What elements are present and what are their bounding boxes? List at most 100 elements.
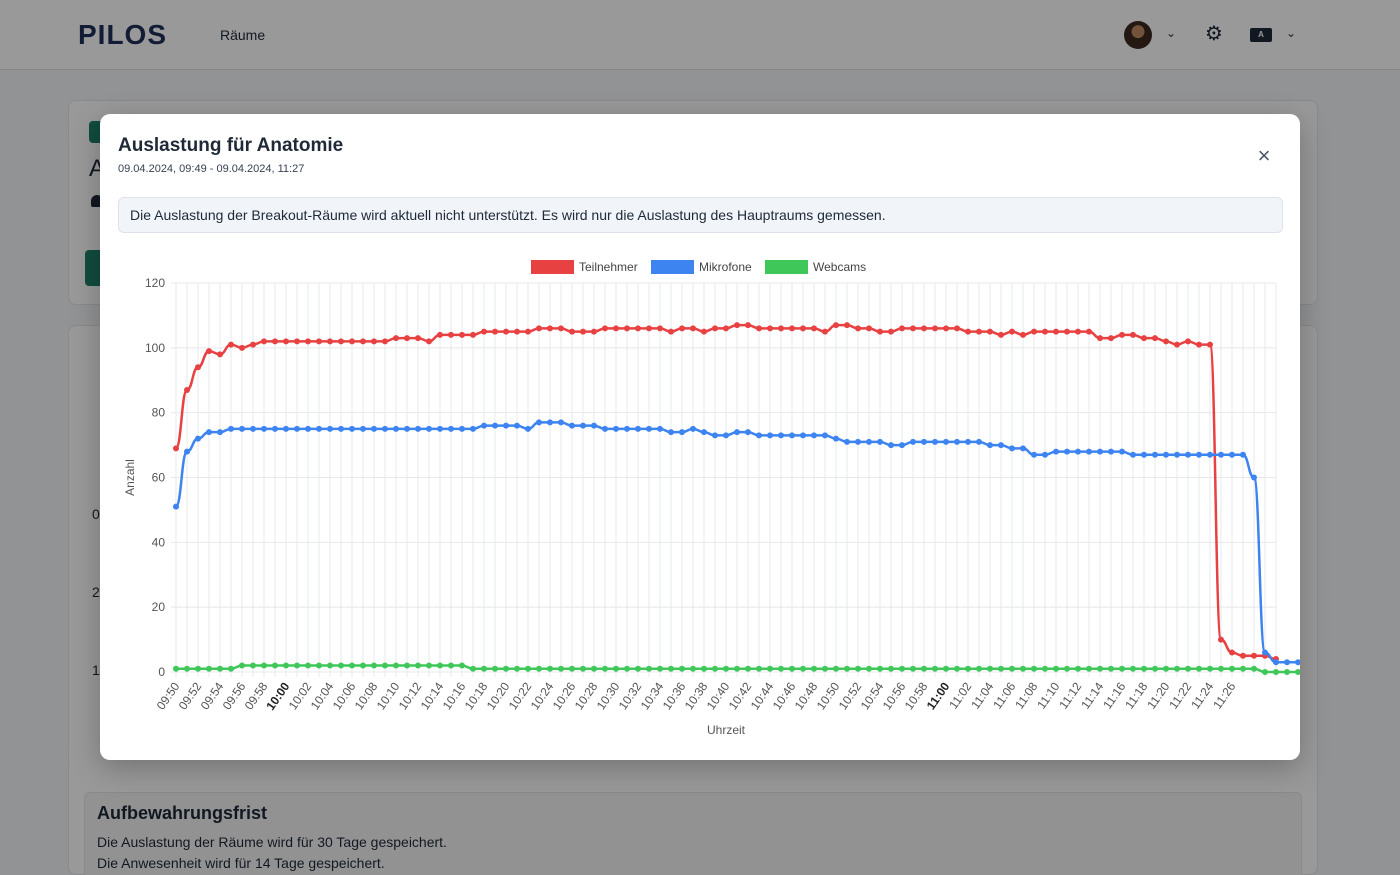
- data-point: [184, 665, 190, 672]
- data-point: [800, 432, 806, 439]
- data-point: [668, 429, 674, 436]
- data-point: [580, 328, 586, 335]
- data-point: [558, 665, 564, 672]
- data-point: [547, 665, 553, 672]
- data-point: [668, 328, 674, 335]
- gear-icon[interactable]: ⚙: [1205, 23, 1223, 45]
- data-point: [767, 665, 773, 672]
- data-point: [1097, 448, 1103, 455]
- data-point: [910, 325, 916, 332]
- legend-swatch: [765, 260, 808, 274]
- x-tick-label: 10:26: [550, 679, 579, 712]
- data-point: [1086, 448, 1092, 455]
- data-point: [316, 662, 322, 669]
- y-tick-label: 100: [145, 341, 165, 355]
- data-point: [921, 665, 927, 672]
- data-point: [745, 322, 751, 329]
- data-point: [1152, 451, 1158, 458]
- data-point: [1020, 445, 1026, 452]
- data-point: [217, 665, 223, 672]
- data-point: [734, 322, 740, 329]
- data-point: [723, 665, 729, 672]
- data-point: [184, 386, 190, 393]
- user-avatar-icon[interactable]: [1124, 21, 1152, 49]
- x-tick-label: 10:12: [396, 679, 425, 712]
- data-point: [602, 425, 608, 432]
- data-point: [558, 325, 564, 332]
- data-point: [734, 665, 740, 672]
- data-point: [1229, 451, 1235, 458]
- data-point: [1064, 665, 1070, 672]
- data-point: [382, 662, 388, 669]
- data-point: [470, 425, 476, 432]
- data-point: [800, 665, 806, 672]
- data-point: [987, 665, 993, 672]
- x-tick-label: 10:22: [506, 679, 535, 712]
- chevron-down-icon[interactable]: ⌄: [1286, 26, 1297, 40]
- data-point: [822, 432, 828, 439]
- close-icon[interactable]: ×: [1257, 143, 1271, 168]
- data-point: [668, 665, 674, 672]
- data-point: [1174, 341, 1180, 348]
- data-point: [954, 438, 960, 445]
- data-point: [426, 662, 432, 669]
- top-navbar: PILOS Räume ⌄ ⚙ A ⌄: [0, 0, 1400, 70]
- data-point: [393, 662, 399, 669]
- data-point: [756, 665, 762, 672]
- data-point: [437, 331, 443, 338]
- data-point: [921, 325, 927, 332]
- data-point: [1064, 448, 1070, 455]
- data-point: [866, 438, 872, 445]
- data-point: [613, 425, 619, 432]
- data-point: [899, 442, 905, 449]
- x-tick-label: 10:56: [880, 679, 909, 712]
- data-point: [1262, 669, 1268, 675]
- data-point: [1141, 451, 1147, 458]
- data-point: [1009, 445, 1015, 452]
- data-point: [250, 425, 256, 432]
- data-point: [371, 662, 377, 669]
- data-point: [1240, 652, 1246, 659]
- data-point: [184, 448, 190, 455]
- data-point: [646, 665, 652, 672]
- data-point: [404, 425, 410, 432]
- data-point: [1295, 669, 1301, 675]
- data-point: [437, 425, 443, 432]
- data-point: [877, 665, 883, 672]
- data-point: [250, 341, 256, 348]
- x-tick-label: 10:24: [528, 679, 557, 712]
- chevron-down-icon[interactable]: ⌄: [1166, 26, 1177, 40]
- y-tick-label: 60: [152, 471, 166, 485]
- data-point: [1075, 665, 1081, 672]
- data-point: [943, 325, 949, 332]
- pilos-logo[interactable]: PILOS: [78, 18, 167, 52]
- x-tick-label: 10:42: [726, 679, 755, 712]
- data-point: [1130, 665, 1136, 672]
- data-point: [1229, 649, 1235, 656]
- data-point: [1163, 451, 1169, 458]
- data-point: [415, 335, 421, 342]
- data-point: [459, 425, 465, 432]
- x-tick-label: 10:54: [858, 679, 887, 712]
- language-icon[interactable]: A: [1250, 28, 1272, 42]
- data-point: [1097, 335, 1103, 342]
- data-point: [195, 364, 201, 371]
- data-point: [690, 325, 696, 332]
- data-point: [481, 422, 487, 429]
- data-point: [745, 665, 751, 672]
- data-point: [294, 338, 300, 345]
- data-point: [239, 344, 245, 351]
- data-point: [1163, 665, 1169, 672]
- data-point: [1218, 665, 1224, 672]
- data-point: [789, 665, 795, 672]
- data-point: [1163, 338, 1169, 345]
- data-point: [272, 425, 278, 432]
- data-point: [305, 338, 311, 345]
- nav-link-rooms[interactable]: Räume: [220, 27, 266, 43]
- data-point: [954, 325, 960, 332]
- data-point: [547, 325, 553, 332]
- data-point: [921, 438, 927, 445]
- x-tick-label: 10:44: [748, 679, 777, 712]
- data-point: [393, 425, 399, 432]
- x-tick-label: 11:18: [1122, 679, 1150, 711]
